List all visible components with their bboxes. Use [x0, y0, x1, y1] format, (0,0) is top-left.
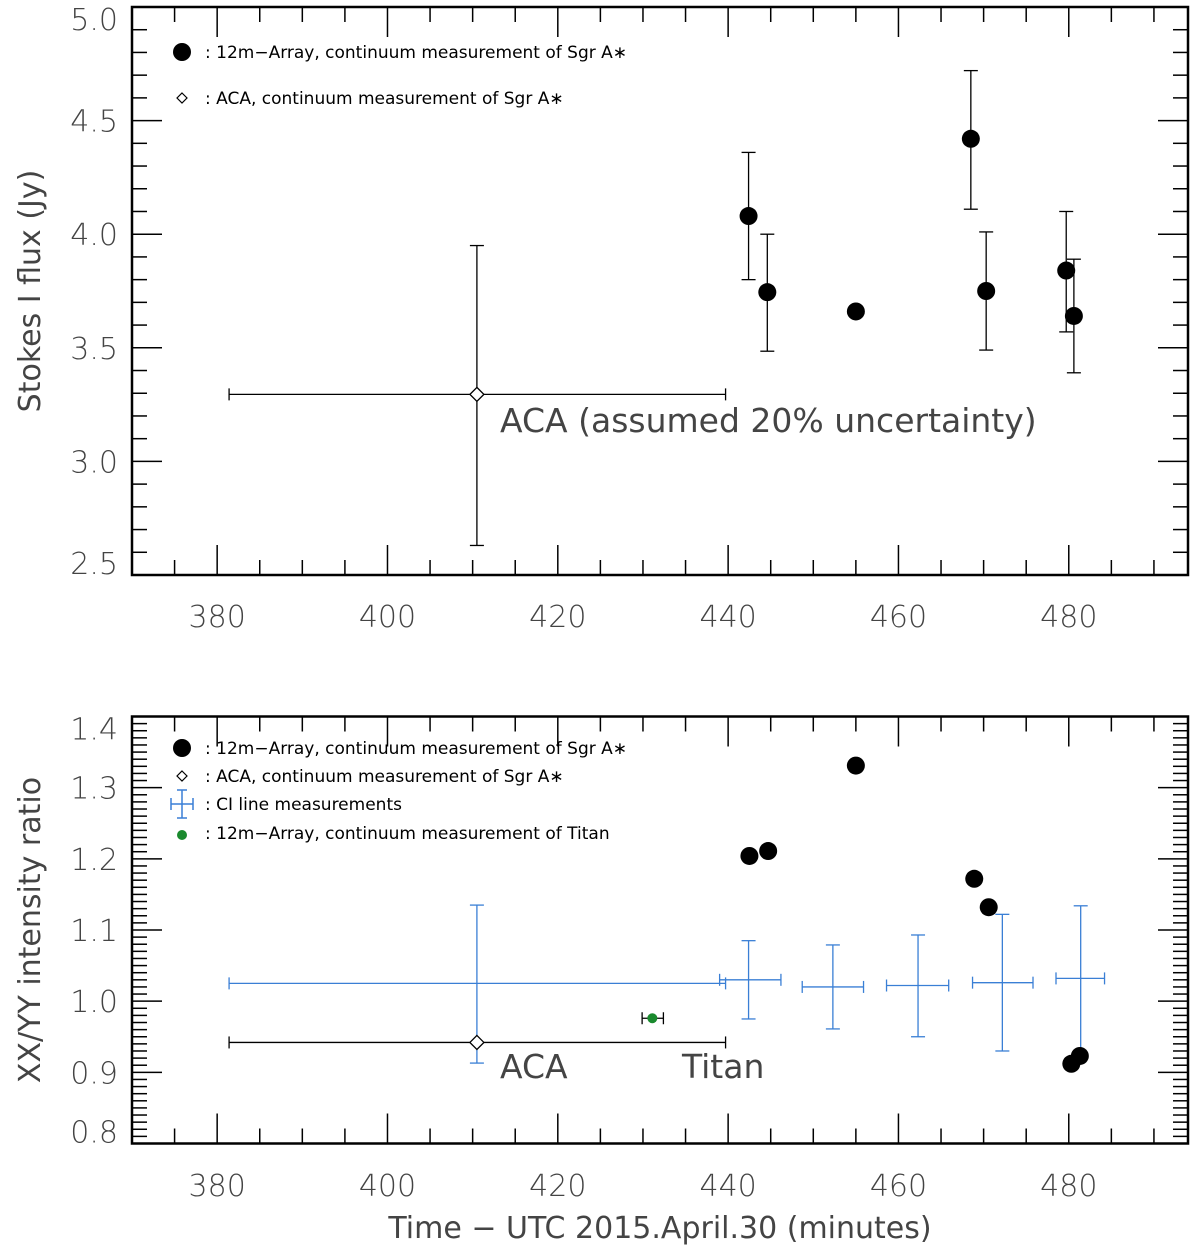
x-tick-label: 420: [529, 1169, 586, 1204]
y-tick-label: 1.0: [70, 985, 118, 1020]
bottom-panel-xx-yy-ratio: 380 400 420 440 460 480 0.8 0.9 1.0 1.1 1.2 1.3 1.4 X…: [13, 713, 1190, 1246]
titan-point: [647, 1013, 658, 1024]
y-tick-label: 4.5: [70, 105, 118, 140]
y-tick-label: 0.8: [70, 1116, 118, 1151]
x-tick-label: 440: [699, 600, 756, 635]
x-tick-label: 400: [359, 600, 416, 635]
y-axis-label: XX/YY intensity ratio: [13, 777, 48, 1083]
aca-point: [468, 1034, 485, 1051]
y-tick-label: 1.1: [70, 914, 118, 949]
y-tick-label: 1.4: [70, 713, 118, 748]
12m-array-point: [739, 207, 758, 226]
x-tick-label: 480: [1040, 600, 1097, 635]
12m-array-point: [759, 842, 778, 861]
12m-array-point: [846, 302, 865, 321]
y-tick-label: 1.3: [70, 772, 118, 807]
x-tick-label: 400: [359, 1169, 416, 1204]
y-tick-label: 1.2: [70, 843, 118, 878]
legend-label: : 12m−Array, continuum measurement of Sg…: [205, 43, 627, 63]
y-tick-label: 5.0: [70, 3, 118, 38]
x-tick-label: 420: [529, 600, 586, 635]
legend-filled-circle-icon: [173, 739, 191, 757]
12m-array-point: [961, 129, 980, 148]
12m-array-point: [846, 756, 865, 775]
x-tick-label: 440: [699, 1169, 756, 1204]
y-tick-label: 4.0: [70, 218, 118, 253]
12m-array-point: [1057, 261, 1076, 280]
12m-array-point: [1064, 306, 1083, 325]
legend-label: : ACA, continuum measurement of Sgr A∗: [205, 767, 564, 787]
aca-point: [468, 386, 485, 403]
12m-array-point: [758, 283, 777, 302]
legend-label: : CI line measurements: [205, 795, 402, 815]
12m-array-point: [740, 846, 759, 865]
legend-cross-icon: [170, 789, 194, 819]
legend-green-circle-icon: [177, 830, 187, 840]
legend-diamond-icon: [176, 92, 188, 104]
12m-array-point: [965, 869, 984, 888]
annotation: Titan: [681, 1047, 764, 1086]
legend-filled-circle-icon: [173, 43, 191, 61]
x-tick-label: 460: [870, 600, 927, 635]
top-panel-stokes-i-flux: 380 400 420 440 460 480 2.5 3.0 3.5 4.0 4.5 5.0 Stok…: [13, 3, 1190, 635]
y-tick-label: 0.9: [70, 1056, 118, 1091]
legend-diamond-icon: [176, 770, 188, 782]
annotation: ACA (assumed 20% uncertainty): [500, 401, 1037, 440]
x-tick-label: 380: [189, 1169, 246, 1204]
x-axis-label: Time − UTC 2015.April.30 (minutes): [387, 1211, 931, 1246]
x-tick-label: 380: [189, 600, 246, 635]
12m-array-point: [977, 282, 996, 300]
y-tick-label: 2.5: [70, 547, 118, 582]
y-axis-label: Stokes I flux (Jy): [13, 170, 48, 413]
y-tick-label: 3.0: [70, 445, 118, 480]
y-tick-label: 3.5: [70, 332, 118, 367]
12m-array-point: [1070, 1046, 1089, 1065]
legend-label: : 12m−Array, continuum measurement of Ti…: [205, 824, 610, 844]
plot-frame: [130, 5, 1190, 577]
x-tick-label: 460: [870, 1169, 927, 1204]
x-tick-label: 480: [1040, 1169, 1097, 1204]
legend-label: : ACA, continuum measurement of Sgr A∗: [205, 89, 564, 109]
12m-array-point: [979, 898, 998, 917]
legend-label: : 12m−Array, continuum measurement of Sg…: [205, 739, 627, 759]
annotation: ACA: [500, 1047, 568, 1086]
